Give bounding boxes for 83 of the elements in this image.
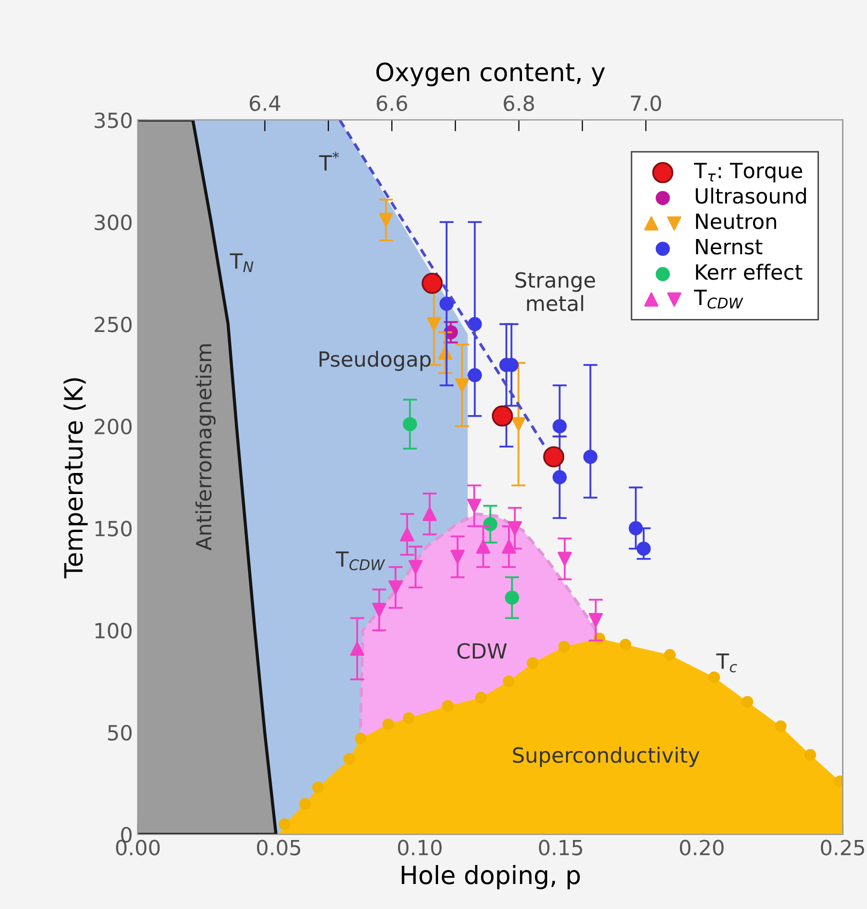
point: [378, 212, 394, 228]
point: [583, 450, 598, 464]
x-tick-label: 0.10: [398, 840, 442, 856]
legend-label: T$_{CDW}$: [694, 290, 744, 309]
point: [558, 552, 572, 566]
annotation: Pseudogap: [320, 350, 431, 371]
point: [408, 560, 423, 574]
point: [388, 580, 403, 595]
annotation: T$_{CDW}$: [336, 551, 386, 570]
point: [492, 405, 513, 427]
point: [426, 317, 441, 332]
x-tick-label: 0.20: [680, 840, 724, 856]
x-axis-title: Hole doping, p: [402, 865, 580, 890]
point: [350, 642, 364, 656]
annotation: T$^{*}$: [319, 152, 339, 170]
annotation: T$_{N}$: [230, 253, 254, 272]
annotation: Superconductivity: [513, 746, 700, 767]
point: [299, 798, 311, 810]
point: [804, 749, 816, 761]
point: [475, 692, 487, 704]
point: [502, 540, 516, 554]
y-tick-label: 250: [94, 316, 132, 332]
point: [511, 417, 526, 432]
y-axis-title: Temperature (K): [64, 378, 88, 578]
legend-label: T$_{τ}$: Torque: [694, 162, 802, 182]
point: [450, 550, 465, 564]
point: [774, 720, 787, 732]
point: [558, 640, 570, 652]
y-tick-label: 300: [94, 214, 132, 230]
x-tick-label: 0.15: [538, 840, 582, 856]
point: [620, 638, 632, 650]
point: [422, 506, 437, 522]
point: [372, 602, 386, 617]
y-tick-label: 350: [94, 112, 132, 128]
annotation: Antiferromagnetism: [195, 344, 216, 550]
point: [468, 368, 482, 382]
point: [476, 540, 490, 554]
point: [422, 272, 443, 294]
point: [504, 590, 520, 605]
point: [402, 417, 418, 432]
y-tick-label: 50: [108, 724, 132, 741]
legend-label: Ultrasound: [696, 188, 806, 204]
annotation: CDW: [457, 643, 507, 659]
point: [483, 517, 498, 532]
point: [708, 671, 720, 684]
point: [354, 732, 366, 744]
point: [440, 296, 454, 311]
point: [552, 470, 567, 484]
point: [552, 419, 567, 434]
point: [400, 527, 414, 542]
y-tick-label: 100: [96, 622, 132, 639]
annotation: Strange metal: [516, 272, 596, 312]
annotation: T$_{c}$: [716, 654, 738, 672]
point: [278, 818, 290, 830]
legend-label: Nernst: [696, 239, 762, 255]
x-tick-label: 0.25: [820, 840, 864, 856]
point: [742, 696, 754, 708]
point: [636, 542, 651, 556]
legend-label: Kerr effect: [696, 264, 802, 280]
x2-tick-label: 6.4: [250, 95, 280, 112]
point: [467, 498, 482, 513]
x2-tick-label: 6.8: [504, 95, 534, 112]
point: [508, 521, 522, 536]
point: [455, 378, 470, 392]
point: [543, 446, 564, 468]
point: [664, 648, 676, 661]
point: [628, 521, 643, 536]
x2-tick-label: 6.6: [376, 95, 408, 112]
point: [502, 676, 514, 688]
point: [402, 712, 415, 724]
x2-tick-label: 7.0: [631, 95, 662, 112]
point: [442, 700, 454, 712]
legend-label: Neutron: [696, 214, 776, 230]
point: [343, 753, 356, 765]
y-tick-label: 200: [94, 418, 132, 434]
point: [468, 317, 482, 332]
x2-axis-title: Oxygen content, y: [376, 62, 605, 86]
point: [588, 613, 603, 628]
point: [312, 782, 324, 794]
x-tick-label: 0.05: [257, 840, 300, 856]
point: [526, 657, 538, 669]
point: [382, 718, 394, 730]
y-tick-label: 150: [96, 520, 132, 536]
